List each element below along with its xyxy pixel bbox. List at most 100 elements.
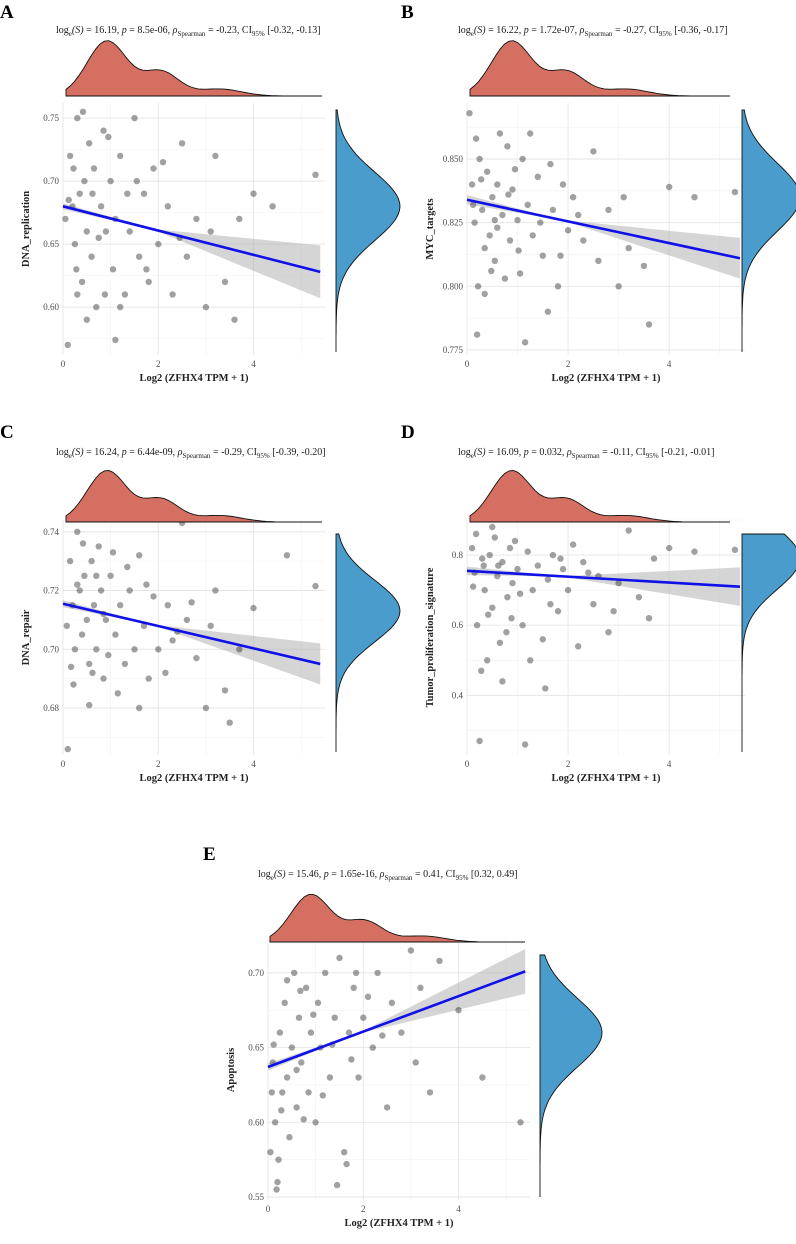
data-point: [63, 622, 70, 629]
data-point: [491, 216, 498, 224]
data-point: [273, 1186, 280, 1193]
data-point: [503, 629, 510, 636]
data-point: [312, 582, 319, 590]
data-point: [124, 190, 131, 197]
data-point: [388, 999, 396, 1006]
data-point: [486, 232, 493, 239]
data-point: [666, 544, 673, 552]
data-point: [731, 546, 739, 553]
data-point: [564, 227, 572, 234]
data-point: [585, 569, 592, 576]
data-point: [250, 190, 257, 197]
data-point: [202, 704, 210, 712]
scatter-points: [62, 108, 319, 349]
data-point: [93, 303, 100, 311]
stat-ci-val: [-0.32, -0.13]: [265, 25, 321, 36]
stat-subtitle: loge(S) = 16.09, p = 0.032, ρSpearman = …: [458, 447, 714, 460]
data-point: [105, 651, 112, 659]
data-point: [625, 244, 632, 252]
data-point: [310, 1011, 317, 1018]
data-point: [539, 636, 546, 643]
x-tick-label: 0: [465, 359, 470, 369]
x-tick-label: 2: [566, 759, 571, 769]
y-tick-label: 0.775: [443, 345, 464, 355]
data-point: [221, 687, 229, 694]
stat-rho-val: = 0.41, CI: [412, 869, 455, 880]
stat-subtitle: loge(S) = 16.19, p = 8.5e-06, ρSpearman …: [56, 25, 321, 38]
y-density-curve: [741, 109, 796, 352]
x-density-curve: [65, 40, 322, 97]
data-point: [279, 1089, 286, 1096]
data-point: [268, 1089, 275, 1096]
data-point: [145, 278, 152, 286]
data-point: [143, 266, 150, 273]
data-point: [481, 586, 488, 594]
grid: [466, 519, 745, 755]
stat-rho: ρ: [566, 447, 572, 458]
regression-line: [466, 569, 741, 588]
stat-p-val: = 0.032,: [529, 447, 567, 458]
data-point: [136, 552, 143, 559]
data-point: [150, 593, 157, 600]
data-point: [481, 244, 488, 252]
data-point: [126, 228, 133, 235]
data-point: [345, 1029, 353, 1036]
data-point: [691, 548, 698, 555]
y-density-curve: [539, 954, 603, 1197]
data-point: [348, 1056, 355, 1063]
data-point: [121, 660, 129, 668]
data-point: [436, 957, 443, 965]
data-point: [312, 1119, 319, 1126]
x-density-curve: [269, 893, 525, 943]
data-point: [93, 572, 100, 579]
data-point: [547, 160, 554, 168]
data-point: [83, 616, 91, 624]
stat-ci-val: [-0.21, -0.01]: [659, 447, 715, 458]
data-point: [529, 232, 536, 239]
data-point: [379, 1032, 386, 1039]
stat-rho-val: = -0.27, CI: [612, 25, 658, 36]
data-point: [374, 969, 381, 977]
data-point: [412, 1059, 419, 1066]
data-point: [469, 201, 477, 208]
data-point: [509, 579, 516, 587]
data-point: [117, 152, 124, 160]
x-tick-label: 0: [61, 759, 66, 769]
stat-p-val: = 1.72e-07,: [529, 25, 580, 36]
data-point: [283, 1074, 291, 1081]
data-point: [610, 608, 617, 615]
data-point: [212, 587, 219, 594]
data-point: [590, 601, 597, 608]
data-point: [360, 1014, 367, 1021]
data-point: [183, 616, 191, 624]
data-point: [159, 159, 167, 166]
data-point: [549, 551, 557, 559]
data-point: [212, 152, 219, 160]
data-point: [78, 278, 86, 286]
data-point: [283, 977, 291, 984]
panel-letter: D: [401, 422, 415, 443]
data-point: [489, 604, 496, 611]
data-point: [635, 594, 643, 601]
data-point: [496, 130, 504, 137]
stat-lhs: log: [56, 25, 69, 36]
data-point: [508, 615, 515, 622]
stat-s-val: = 16.24,: [84, 447, 122, 458]
confidence-band: [467, 195, 740, 279]
data-point: [620, 194, 627, 201]
data-point: [575, 643, 582, 650]
data-point: [183, 253, 191, 260]
data-point: [580, 558, 587, 566]
data-point: [559, 181, 567, 188]
data-point: [124, 563, 131, 571]
x-axis-title: Log2 (ZFHX4 TPM + 1): [139, 773, 249, 784]
data-point: [276, 1029, 284, 1036]
data-point: [231, 316, 238, 323]
stat-rho-sub: Spearman: [384, 874, 412, 882]
x-tick-label: 4: [456, 1204, 461, 1214]
data-point: [489, 523, 496, 531]
data-point: [312, 171, 319, 178]
y-tick-label: 0.70: [43, 644, 59, 654]
data-point: [521, 741, 529, 748]
confidence-band: [467, 566, 740, 606]
